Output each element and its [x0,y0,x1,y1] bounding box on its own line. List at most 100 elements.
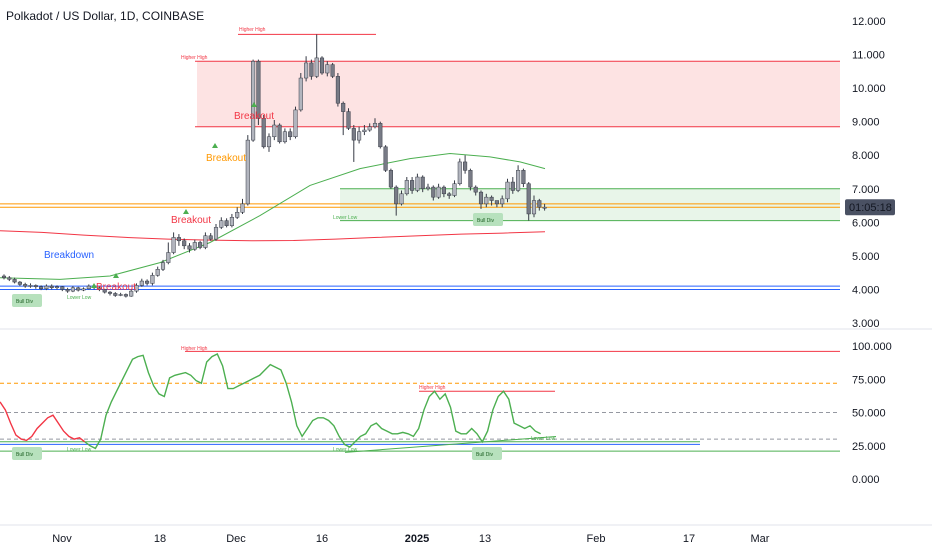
higher-high-label: Higher High [181,55,208,61]
time-axis-tick-label: Feb [587,533,606,545]
oscillator-axis-tick-label: 50.000 [852,408,886,420]
candle [155,269,160,276]
candle [224,220,229,226]
candle [431,186,436,198]
candle [28,285,33,287]
candle [102,289,107,293]
candle [86,285,91,290]
price-axis-tick-label: 9.000 [852,117,880,129]
candle [325,64,330,74]
candle [399,193,404,205]
candle [463,161,468,171]
candle [298,77,303,111]
bull-div-label: Bull Div [477,218,494,224]
chart-title: Polkadot / US Dollar, 1D, COINBASE [6,9,205,23]
candle [70,287,75,292]
countdown-badge [845,199,895,216]
breakout-arrow-icon [212,143,218,148]
time-axis-tick-label: Dec [226,533,246,545]
lower-low-label: Lower Low [333,215,358,221]
candle [404,180,409,195]
bull-div-badge [12,447,42,460]
oscillator-axis-tick-label: 75.000 [852,374,886,386]
price-axis-tick-label: 3.000 [852,318,880,330]
candle [415,176,420,191]
lower-low-label: Lower Low [531,436,556,442]
candle [447,193,452,196]
bull-div-badge [12,294,42,307]
candle [198,242,203,248]
candle [60,286,65,290]
price-axis-tick-label: 7.000 [852,184,880,196]
candle [118,294,123,296]
candle [531,200,537,215]
candle [505,181,510,200]
candle [229,217,234,226]
time-axis-tick-label: Mar [751,533,770,545]
candle [473,186,478,193]
candle [500,198,505,205]
candle [12,279,17,283]
candle [1,275,7,278]
oscillator-axis-tick-label: 100.000 [852,341,892,353]
candle [219,220,224,228]
candle [425,186,431,190]
bull-div-badge [472,447,502,460]
candle [516,170,521,191]
breakout-label: Breakout [234,111,274,122]
time-axis-tick-label: 2025 [405,533,429,545]
lower-low-label: Lower Low [333,447,358,453]
candle [537,200,542,208]
price-axis-tick-label: 6.000 [852,217,880,229]
candle [436,186,441,198]
candle [526,183,531,215]
price-axis-tick-label: 11.000 [852,50,885,62]
countdown-badge-text: 01:05:18 [849,202,892,214]
candle [452,183,457,196]
candle [240,203,245,213]
candle [330,64,335,77]
higher-high-label: Higher High [239,27,266,33]
candle [44,285,49,290]
candle [309,62,314,77]
price-axis-tick-label: 8.000 [852,150,880,162]
candle [478,191,484,205]
candle [266,136,272,148]
breakout-label: Breakout [206,153,246,164]
candle [203,235,208,248]
candle [521,170,526,184]
candle [372,123,378,127]
candle [160,262,166,270]
candle [145,280,150,284]
candle [33,285,38,288]
candle [489,196,494,201]
candle [468,170,473,188]
breakout-arrow-icon [113,273,119,278]
divergence-line [344,435,557,453]
time-axis-tick-label: 17 [683,533,695,545]
lower-low-label: Lower Low [67,447,92,453]
bull-div-label: Bull Div [16,452,33,458]
bull-div-label: Bull Div [16,299,33,305]
breakout-label: Breakout [96,282,136,293]
breakout-label: Breakout [171,215,211,226]
candle [49,285,54,289]
candle [335,76,340,104]
candle [383,146,388,171]
breakout-arrow-icon [251,102,257,107]
breakout-arrow-icon [91,283,97,288]
time-axis-tick-label: 16 [316,533,328,545]
candle [542,206,547,209]
long-moving-average-line [0,230,546,242]
candle [261,118,266,148]
lower-low-label: Lower Low [67,295,92,301]
candle [457,161,462,184]
candle [245,139,250,205]
candle [166,252,171,263]
candle [288,131,293,138]
candle [304,62,309,79]
candle [107,291,113,294]
candle [123,294,128,297]
candle [187,245,192,250]
